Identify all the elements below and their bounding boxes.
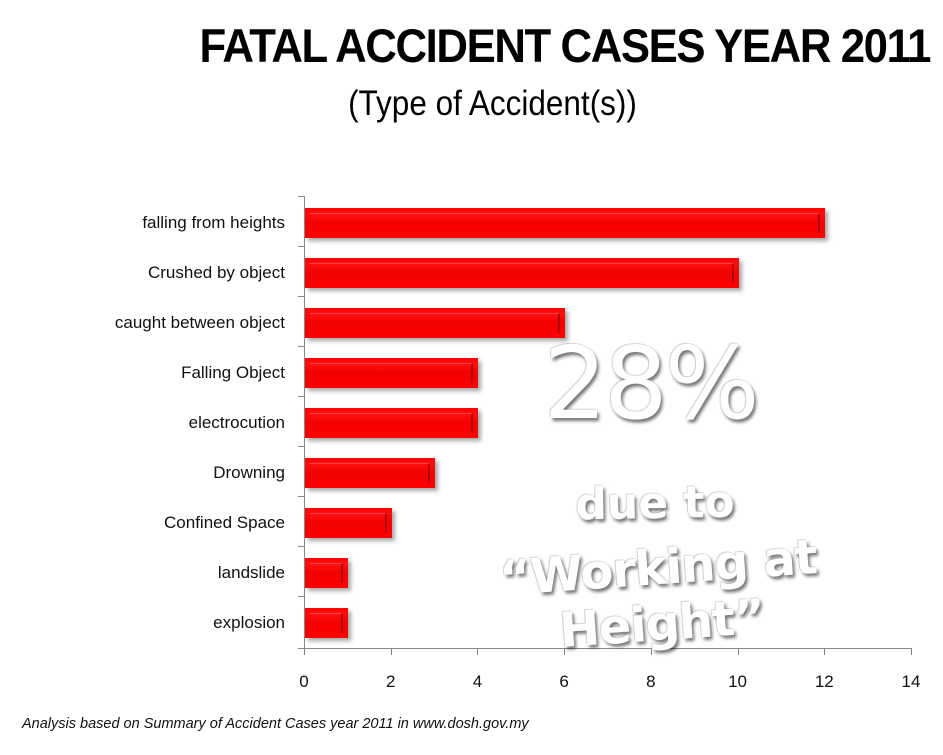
y-tick bbox=[298, 446, 304, 447]
y-tick bbox=[298, 496, 304, 497]
bar bbox=[305, 408, 479, 438]
y-tick bbox=[298, 346, 304, 347]
y-axis bbox=[304, 196, 305, 648]
x-tick-label: 14 bbox=[901, 672, 921, 691]
bar bbox=[305, 208, 826, 238]
x-tick-label: 10 bbox=[728, 672, 748, 691]
category-label: explosion bbox=[213, 613, 285, 632]
bar bbox=[305, 558, 349, 588]
x-tick bbox=[650, 648, 652, 655]
x-tick bbox=[911, 648, 912, 655]
y-tick bbox=[298, 546, 304, 547]
category-label: Confined Space bbox=[164, 513, 285, 532]
x-tick-label: 0 bbox=[299, 672, 309, 691]
category-label: electrocution bbox=[188, 413, 285, 432]
category-label: Drowning bbox=[213, 463, 285, 482]
x-tick-label: 6 bbox=[559, 672, 569, 691]
y-tick bbox=[298, 196, 304, 197]
category-label: Falling Object bbox=[181, 363, 285, 382]
chart-subtitle: (Type of Accident(s)) bbox=[348, 84, 637, 123]
footnote: Analysis based on Summary of Accident Ca… bbox=[22, 716, 529, 732]
bar bbox=[305, 258, 739, 288]
x-tick-label: 4 bbox=[472, 672, 483, 691]
bar bbox=[305, 308, 566, 338]
x-tick-label: 12 bbox=[814, 672, 834, 691]
y-tick bbox=[298, 246, 304, 247]
x-tick bbox=[824, 648, 826, 655]
category-label: landslide bbox=[217, 563, 285, 582]
y-tick bbox=[298, 596, 304, 597]
overlay-percent: 28% bbox=[543, 325, 759, 442]
bar bbox=[305, 358, 479, 388]
x-tick-label: 2 bbox=[385, 672, 396, 691]
category-label: caught between object bbox=[114, 313, 285, 332]
category-label: falling from heights bbox=[142, 213, 285, 232]
bar bbox=[305, 458, 436, 488]
x-tick bbox=[477, 648, 479, 655]
bar bbox=[305, 608, 349, 638]
x-tick bbox=[304, 648, 305, 655]
x-tick bbox=[737, 648, 739, 655]
x-tick bbox=[390, 648, 392, 655]
y-tick bbox=[298, 296, 304, 297]
overlay-due-to: due to bbox=[574, 476, 736, 531]
chart-title: FATAL ACCIDENT CASES YEAR 2011 bbox=[199, 19, 931, 72]
bar bbox=[305, 508, 392, 538]
x-tick bbox=[564, 648, 566, 655]
x-tick-label: 8 bbox=[646, 672, 656, 691]
y-tick bbox=[298, 396, 304, 397]
category-label: Crushed by object bbox=[147, 263, 285, 282]
x-axis bbox=[298, 648, 911, 649]
